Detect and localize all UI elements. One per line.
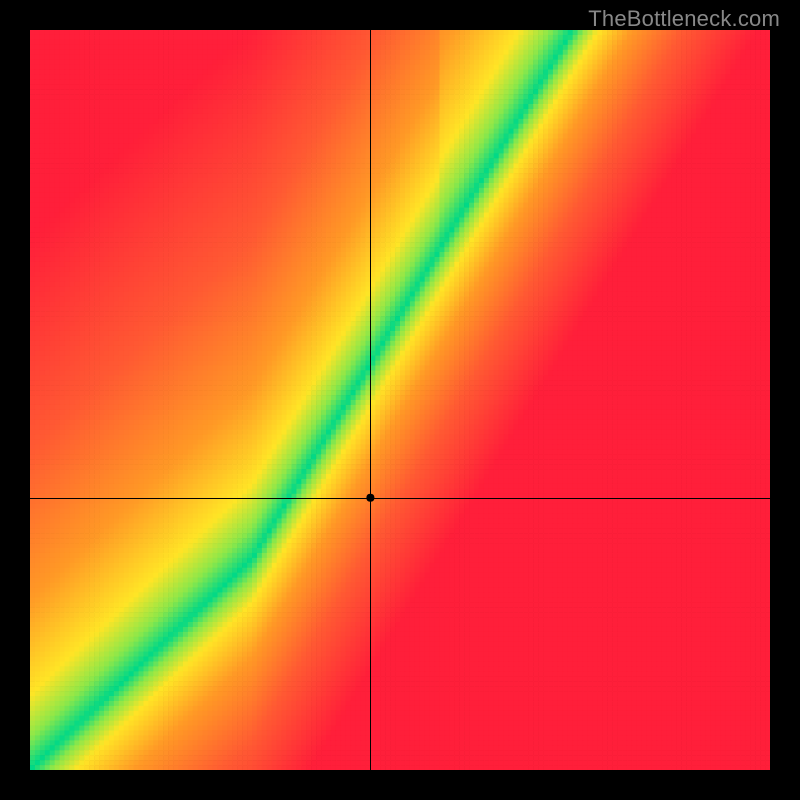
heatmap-canvas [30, 30, 770, 770]
chart-container: TheBottleneck.com [0, 0, 800, 800]
heatmap-plot [30, 30, 770, 770]
watermark-text: TheBottleneck.com [588, 6, 780, 32]
